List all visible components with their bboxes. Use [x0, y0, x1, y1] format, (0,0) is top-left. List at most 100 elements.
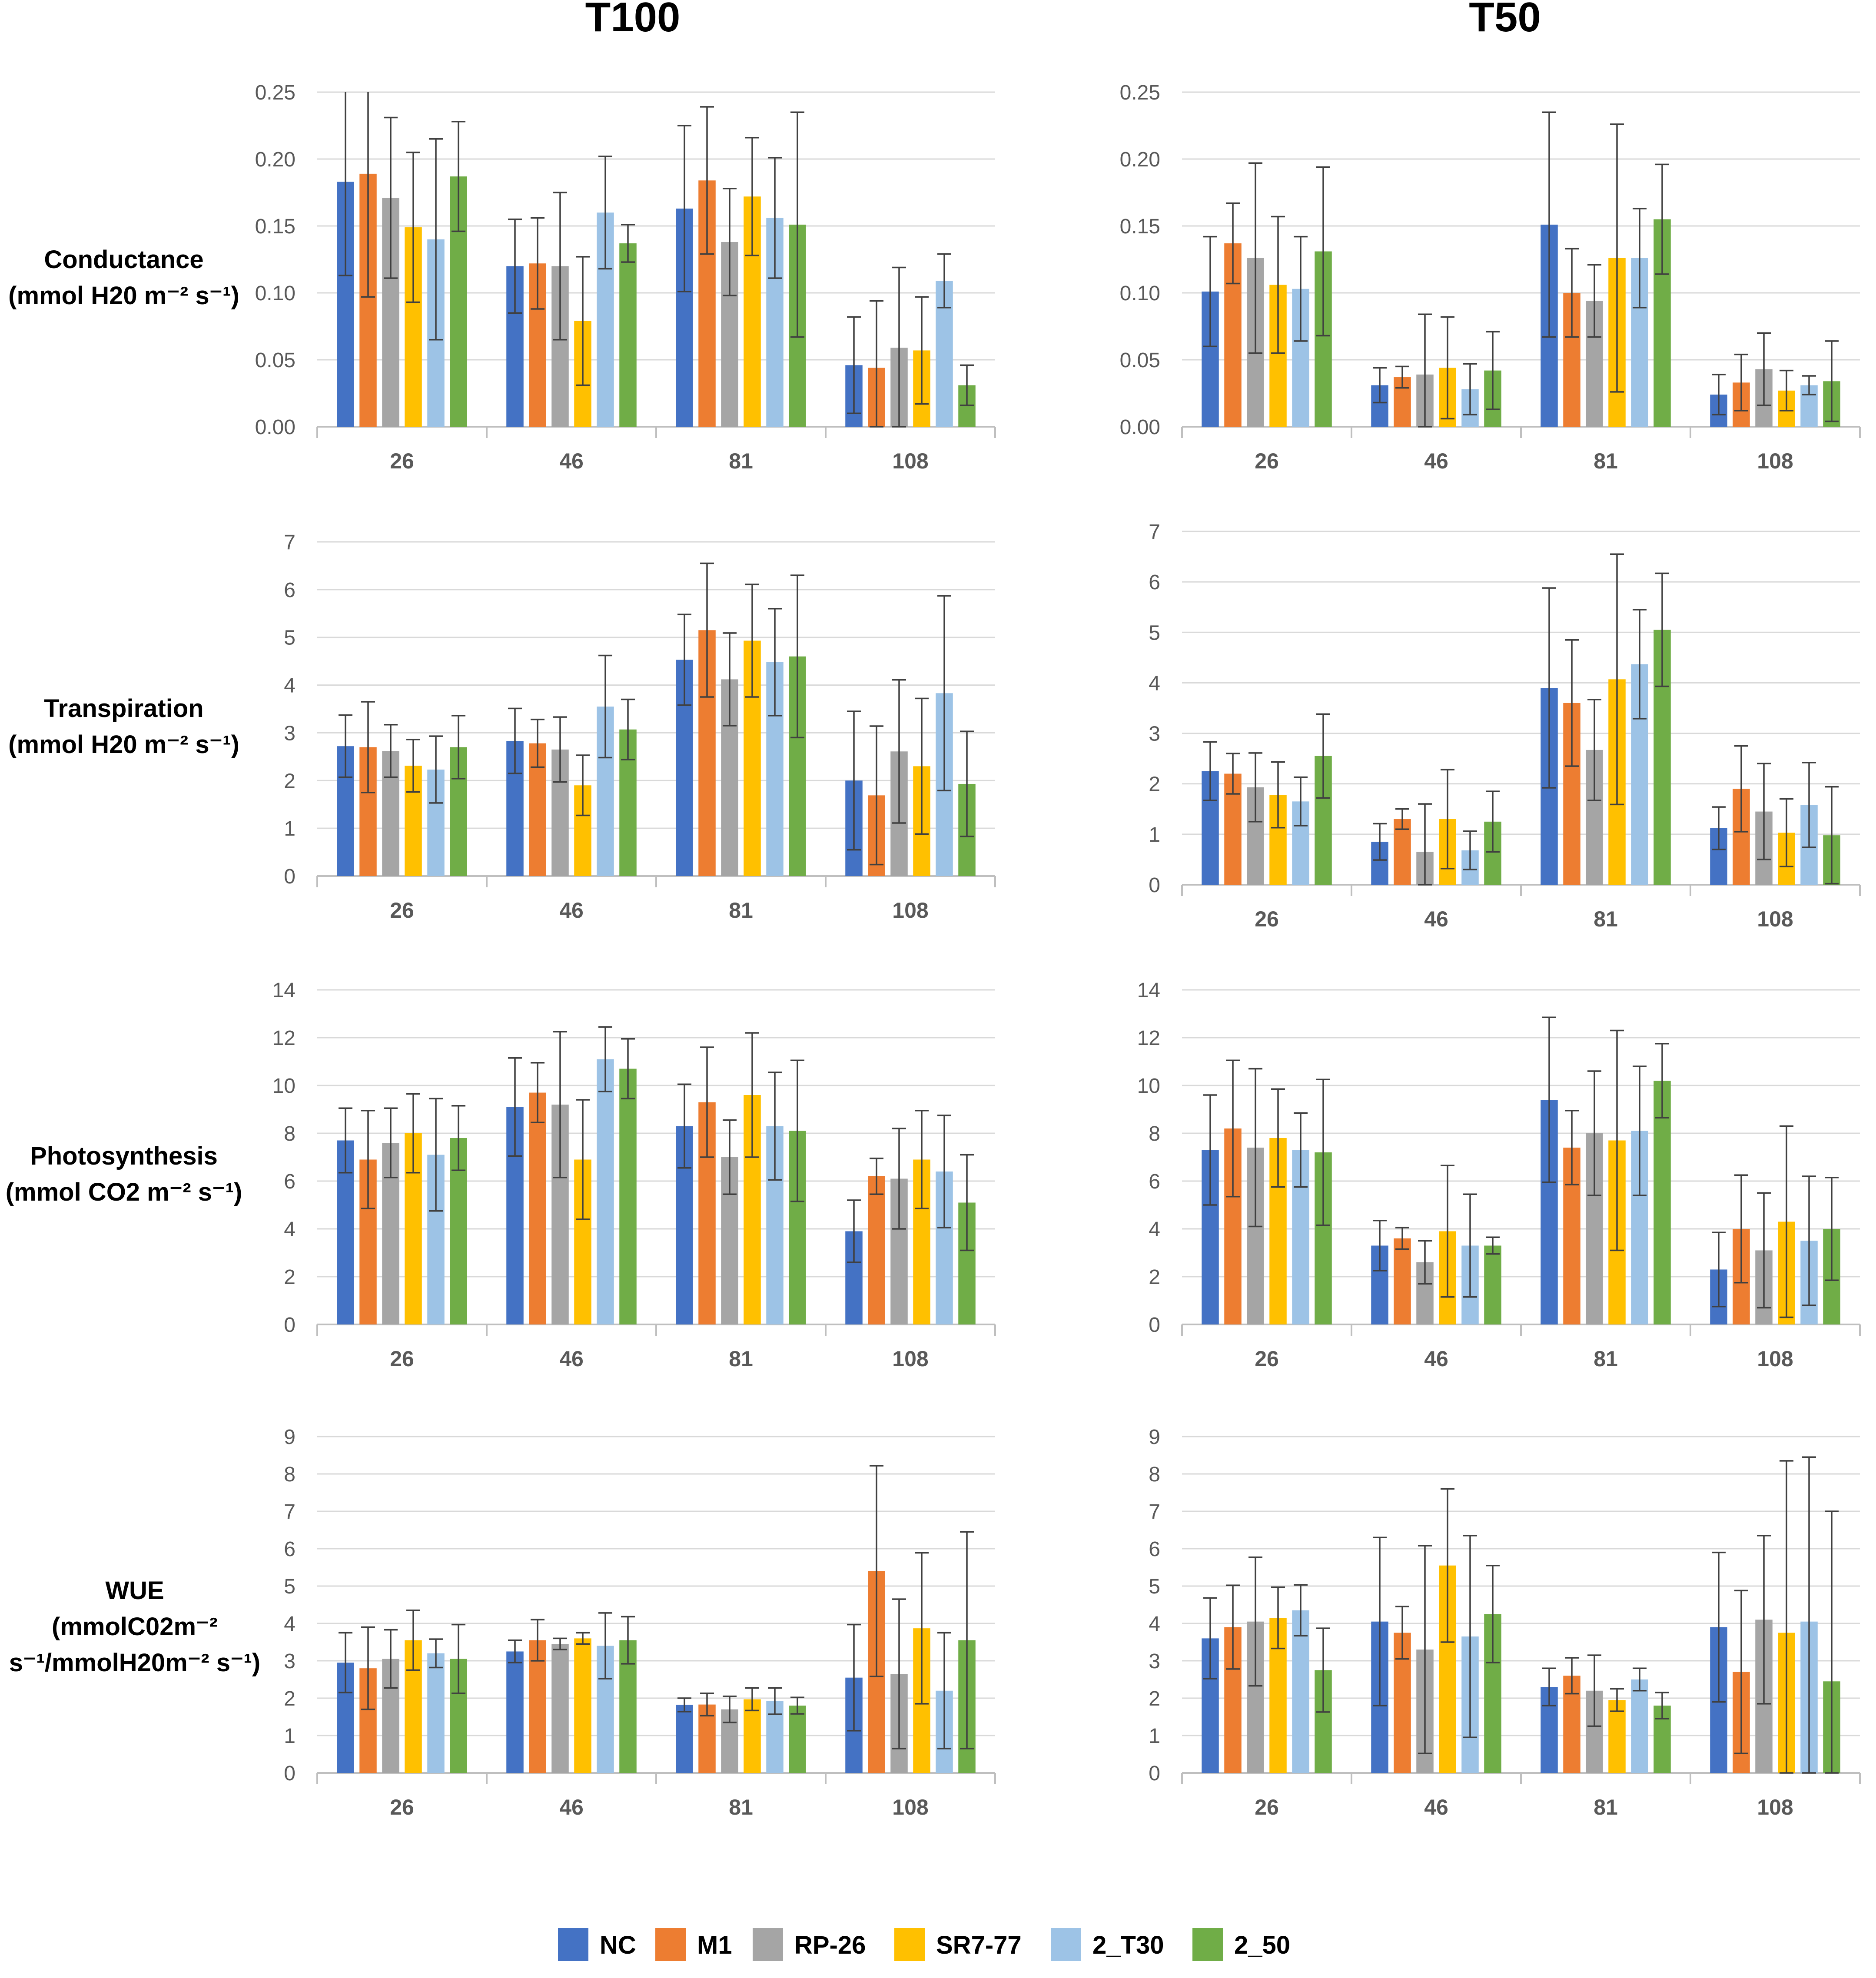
y-tick-label: 0	[1149, 1314, 1160, 1337]
y-tick-label: 9	[1149, 1426, 1160, 1449]
legend-swatch	[894, 1928, 925, 1961]
error-bar	[1486, 331, 1500, 410]
legend: NC M1 RP-26 SR7-77 2_T30 2_50	[558, 1928, 1290, 1961]
chart-transpiration-t50: 0 1 2 3 4 5 6 7 26 46 81 108	[1149, 521, 1861, 931]
error-bar	[406, 1093, 420, 1174]
error-bar	[452, 1623, 465, 1694]
error-bar	[1441, 1165, 1454, 1298]
error-bar	[723, 188, 737, 296]
error-bar	[870, 300, 883, 428]
error-bar	[768, 1687, 782, 1715]
row-label-line: Photosynthesis	[30, 1142, 218, 1170]
bar-2_t30-26	[1292, 1610, 1309, 1773]
error-bar	[429, 1098, 443, 1212]
y-tick-label: 10	[1137, 1075, 1160, 1098]
error-bar	[384, 1107, 398, 1178]
row-label-line: WUE	[105, 1576, 164, 1605]
error-bar	[1203, 236, 1217, 347]
y-tick-label: 14	[1137, 979, 1160, 1002]
y-tick-label: 6	[284, 1538, 296, 1561]
error-bar	[1633, 609, 1647, 720]
legend-item-2_t30: 2_T30	[1051, 1928, 1164, 1961]
y-tick-label: 1	[1149, 823, 1160, 846]
category-label: 108	[892, 898, 928, 923]
error-bar	[1655, 1043, 1669, 1118]
legend-label: NC	[600, 1931, 636, 1959]
bar-m1-46	[529, 1092, 546, 1324]
error-bar	[1271, 761, 1285, 829]
category-label: 108	[1757, 1795, 1793, 1819]
error-bar	[1395, 365, 1409, 389]
error-bar	[937, 253, 951, 309]
category-label: 81	[729, 898, 753, 923]
error-bar	[1441, 1488, 1454, 1643]
error-bar	[1757, 332, 1771, 406]
error-bar	[1226, 202, 1240, 285]
error-bar	[1825, 1177, 1839, 1281]
error-bar	[1633, 1667, 1647, 1692]
y-tick-label: 0.25	[255, 81, 296, 104]
bar-nc-81	[676, 1705, 693, 1773]
error-bar	[1463, 830, 1477, 870]
y-tick-label: 4	[284, 1613, 296, 1636]
error-bar	[937, 1115, 951, 1228]
category-label: 46	[1424, 449, 1448, 473]
error-bar	[553, 192, 567, 341]
error-bar	[892, 266, 906, 428]
error-bar	[1294, 776, 1308, 826]
y-tick-label: 5	[284, 627, 296, 650]
error-bar	[700, 562, 714, 698]
y-tick-label: 12	[1137, 1027, 1160, 1050]
error-bar	[723, 1695, 737, 1723]
y-tick-label: 8	[284, 1122, 296, 1145]
error-bar	[700, 1046, 714, 1158]
error-bar	[1712, 1231, 1726, 1308]
y-tick-label: 7	[284, 1500, 296, 1523]
error-bar	[452, 1105, 465, 1171]
error-bar	[915, 1110, 929, 1209]
error-bar	[1441, 316, 1454, 420]
error-bar	[960, 1531, 974, 1749]
category-label: 26	[390, 1795, 414, 1819]
error-bar	[1316, 1079, 1330, 1226]
error-bar	[553, 716, 567, 783]
row-label-line: (mmol CO2 m⁻² s⁻¹)	[6, 1178, 242, 1206]
error-bar	[598, 156, 612, 270]
error-bar	[1542, 587, 1556, 789]
error-bar	[429, 735, 443, 804]
error-bar	[1316, 166, 1330, 337]
error-bar	[553, 1031, 567, 1178]
category-label: 108	[1757, 907, 1793, 931]
y-tick-label: 7	[1149, 1500, 1160, 1523]
error-bar	[1565, 1110, 1579, 1185]
error-bar	[406, 1610, 420, 1671]
row-label-line: Conductance	[44, 246, 203, 274]
bar-sr7-77-46	[574, 1638, 591, 1773]
error-bar	[576, 1099, 590, 1220]
error-bar	[384, 116, 398, 279]
error-bar	[576, 754, 590, 816]
category-label: 46	[559, 898, 584, 923]
y-tick-label: 8	[1149, 1463, 1160, 1486]
error-bar	[870, 1465, 883, 1677]
y-tick-label: 2	[284, 1687, 296, 1710]
y-tick-label: 3	[1149, 723, 1160, 746]
error-bar	[870, 725, 883, 866]
error-bar	[1316, 713, 1330, 799]
error-bar	[677, 125, 691, 292]
y-tick-label: 0	[284, 1314, 296, 1337]
row-label-line: s⁻¹/mmolH20m⁻² s⁻¹)	[9, 1649, 261, 1677]
legend-label: M1	[697, 1931, 732, 1959]
error-bar	[1486, 790, 1500, 853]
y-tick-label: 7	[284, 531, 296, 554]
error-bar	[1203, 1094, 1217, 1206]
error-bar	[621, 1616, 635, 1665]
error-bar	[452, 121, 465, 232]
error-bar	[1373, 1220, 1387, 1271]
row-label-conductance: Conductance (mmol H20 m⁻² s⁻¹)	[8, 246, 239, 310]
error-bar	[1271, 1088, 1285, 1188]
error-bar	[1565, 639, 1579, 767]
category-label: 26	[1255, 449, 1279, 473]
y-tick-label: 2	[284, 1266, 296, 1289]
